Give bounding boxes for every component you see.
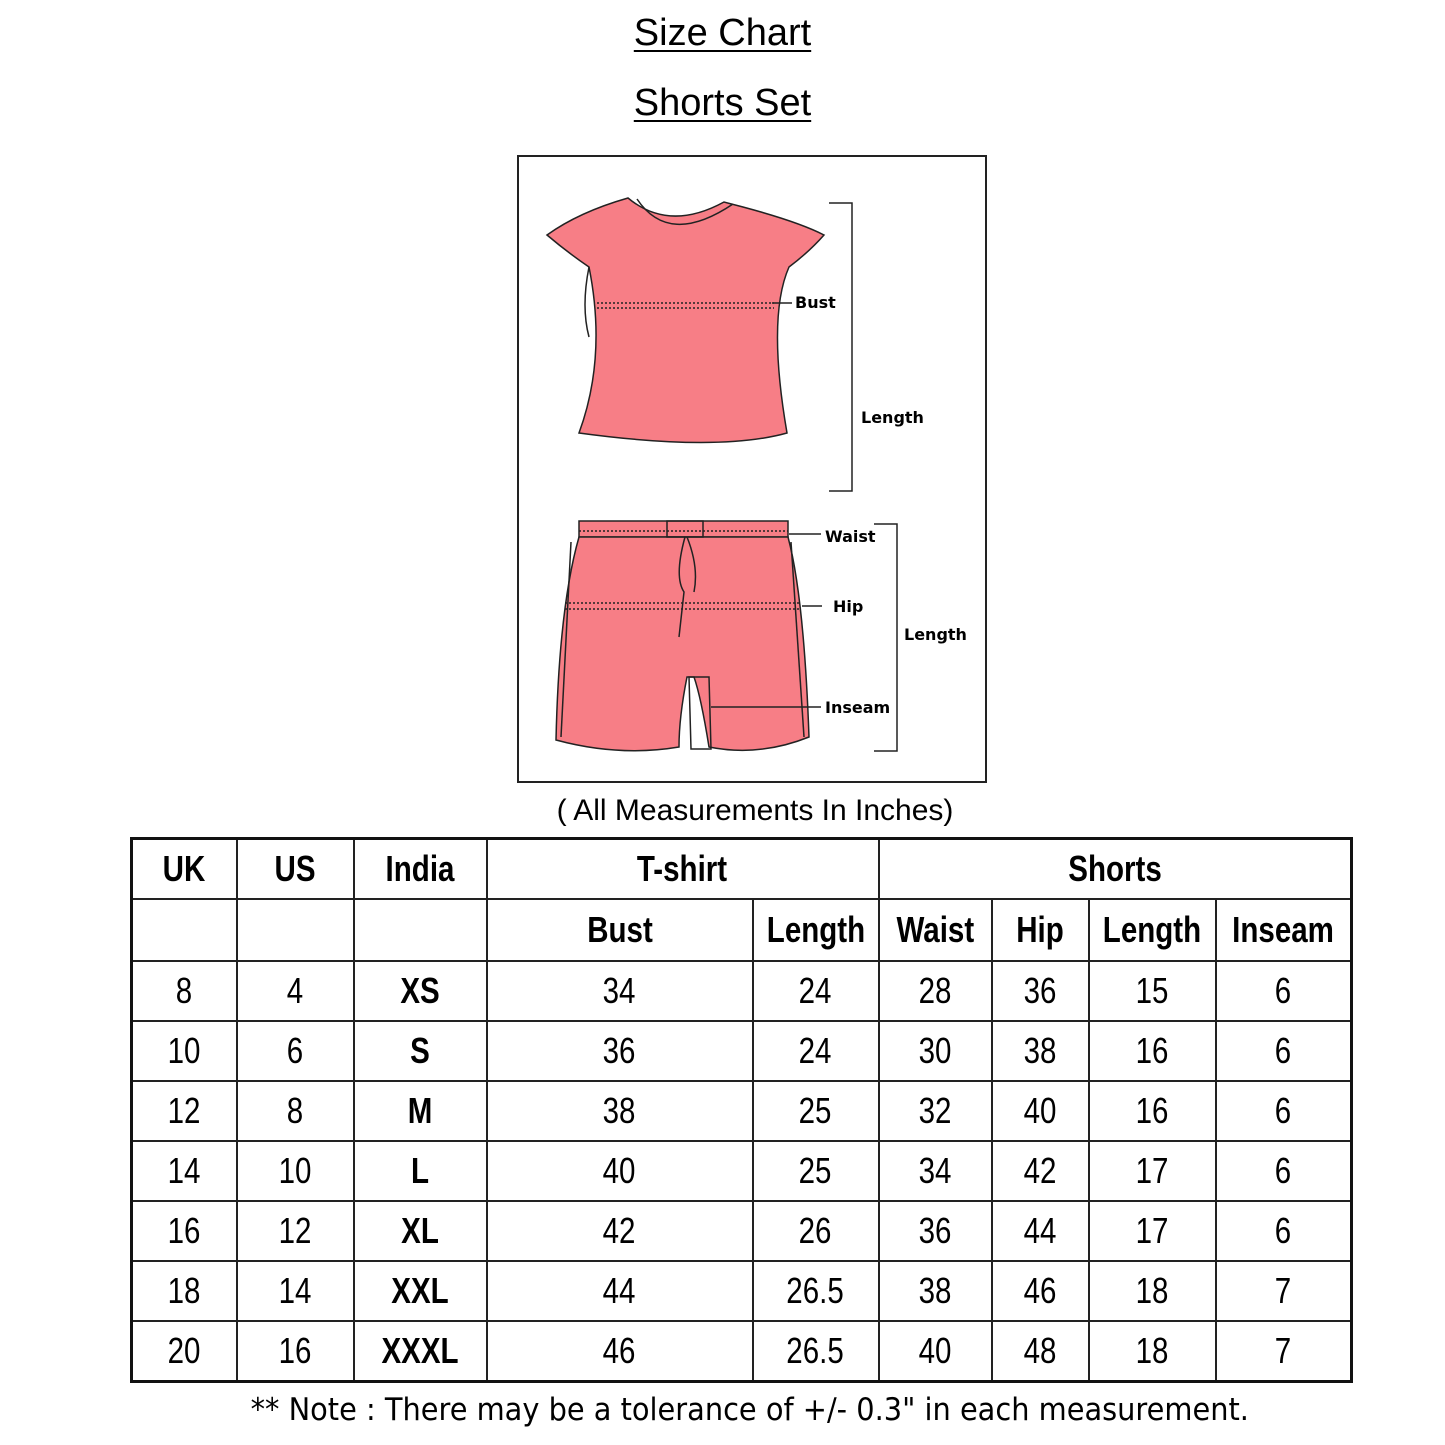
table-row: 20 16 XXXL 46 26.5 40 48 18 7 <box>130 1320 1353 1383</box>
cell-inseam: 6 <box>1214 1200 1353 1262</box>
cell-hip: 46 <box>990 1260 1090 1322</box>
cell-india: XXXL <box>352 1320 488 1383</box>
table-row: 10 6 S 36 24 30 38 16 6 <box>130 1020 1353 1082</box>
cell-india: XL <box>352 1200 488 1262</box>
cell-waist: 40 <box>877 1320 993 1383</box>
shorts-length-label: Length <box>904 625 967 644</box>
header-india: India <box>352 837 488 900</box>
cell-hip: 42 <box>990 1140 1090 1202</box>
cell-shorts-length: 18 <box>1087 1320 1217 1383</box>
header-row-2: Bust Length Waist Hip Length Inseam <box>130 898 1353 962</box>
shorts-illustration <box>555 520 810 752</box>
cell-us: 4 <box>235 960 355 1022</box>
page-subtitle: Shorts Set <box>633 82 812 124</box>
cell-uk: 18 <box>130 1260 238 1322</box>
table-row: 12 8 M 38 25 32 40 16 6 <box>130 1080 1353 1142</box>
cell-us: 8 <box>235 1080 355 1142</box>
header-shorts: Shorts <box>877 837 1353 900</box>
cell-us: 14 <box>235 1260 355 1322</box>
garment-diagram: Bust Length Waist Hip Length Inseam <box>517 155 987 783</box>
cell-uk: 12 <box>130 1080 238 1142</box>
cell-india: L <box>352 1140 488 1202</box>
header-hip: Hip <box>990 898 1090 962</box>
tshirt-illustration <box>545 197 826 444</box>
cell-shorts-length: 16 <box>1087 1080 1217 1142</box>
cell-waist: 32 <box>877 1080 993 1142</box>
cell-tshirt-length: 26.5 <box>751 1260 880 1322</box>
header-us: US <box>235 837 355 900</box>
cell-waist: 28 <box>877 960 993 1022</box>
header-row-1: UK US India T-shirt Shorts <box>130 837 1353 900</box>
cell-us: 6 <box>235 1020 355 1082</box>
cell-tshirt-length: 25 <box>751 1080 880 1142</box>
cell-waist: 34 <box>877 1140 993 1202</box>
header-uk: UK <box>130 837 238 900</box>
cell-india: XXL <box>352 1260 488 1322</box>
cell-us: 12 <box>235 1200 355 1262</box>
cell-uk: 16 <box>130 1200 238 1262</box>
header-shorts-length: Length <box>1087 898 1217 962</box>
table-row: 8 4 XS 34 24 28 36 15 6 <box>130 960 1353 1022</box>
cell-uk: 8 <box>130 960 238 1022</box>
cell-bust: 36 <box>485 1020 754 1082</box>
bust-label: Bust <box>795 293 836 312</box>
cell-hip: 44 <box>990 1200 1090 1262</box>
cell-tshirt-length: 25 <box>751 1140 880 1202</box>
cell-inseam: 6 <box>1214 1020 1353 1082</box>
cell-shorts-length: 18 <box>1087 1260 1217 1322</box>
page-title: Size Chart <box>633 12 812 54</box>
cell-inseam: 6 <box>1214 960 1353 1022</box>
cell-hip: 48 <box>990 1320 1090 1383</box>
cell-bust: 34 <box>485 960 754 1022</box>
size-table: UK US India T-shirt Shorts Bust Length W… <box>130 837 1353 1383</box>
cell-india: XS <box>352 960 488 1022</box>
cell-hip: 38 <box>990 1020 1090 1082</box>
hip-label: Hip <box>833 597 863 616</box>
header-waist: Waist <box>877 898 993 962</box>
cell-waist: 30 <box>877 1020 993 1082</box>
cell-shorts-length: 15 <box>1087 960 1217 1022</box>
cell-inseam: 7 <box>1214 1260 1353 1322</box>
waist-label: Waist <box>825 527 876 546</box>
cell-tshirt-length: 26 <box>751 1200 880 1262</box>
cell-uk: 10 <box>130 1020 238 1082</box>
cell-hip: 40 <box>990 1080 1090 1142</box>
cell-tshirt-length: 24 <box>751 1020 880 1082</box>
cell-shorts-length: 17 <box>1087 1140 1217 1202</box>
cell-india: M <box>352 1080 488 1142</box>
table-row: 18 14 XXL 44 26.5 38 46 18 7 <box>130 1260 1353 1322</box>
cell-waist: 38 <box>877 1260 993 1322</box>
table-row: 16 12 XL 42 26 36 44 17 6 <box>130 1200 1353 1262</box>
cell-inseam: 6 <box>1214 1080 1353 1142</box>
cell-waist: 36 <box>877 1200 993 1262</box>
cell-bust: 40 <box>485 1140 754 1202</box>
cell-uk: 14 <box>130 1140 238 1202</box>
tolerance-note: ** Note : There may be a tolerance of +/… <box>250 1392 1250 1428</box>
cell-us: 16 <box>235 1320 355 1383</box>
cell-bust: 42 <box>485 1200 754 1262</box>
cell-bust: 44 <box>485 1260 754 1322</box>
cell-bust: 46 <box>485 1320 754 1383</box>
cell-uk: 20 <box>130 1320 238 1383</box>
header-bust: Bust <box>485 898 754 962</box>
header-tshirt: T-shirt <box>485 837 880 900</box>
header-inseam: Inseam <box>1214 898 1353 962</box>
cell-shorts-length: 17 <box>1087 1200 1217 1262</box>
cell-inseam: 7 <box>1214 1320 1353 1383</box>
table-row: 14 10 L 40 25 34 42 17 6 <box>130 1140 1353 1202</box>
inseam-label: Inseam <box>825 698 890 717</box>
cell-hip: 36 <box>990 960 1090 1022</box>
header-tshirt-length: Length <box>751 898 880 962</box>
cell-bust: 38 <box>485 1080 754 1142</box>
tshirt-length-label: Length <box>861 408 924 427</box>
cell-tshirt-length: 24 <box>751 960 880 1022</box>
cell-us: 10 <box>235 1140 355 1202</box>
cell-india: S <box>352 1020 488 1082</box>
cell-tshirt-length: 26.5 <box>751 1320 880 1383</box>
cell-inseam: 6 <box>1214 1140 1353 1202</box>
units-note: ( All Measurements In Inches) <box>556 794 954 827</box>
cell-shorts-length: 16 <box>1087 1020 1217 1082</box>
